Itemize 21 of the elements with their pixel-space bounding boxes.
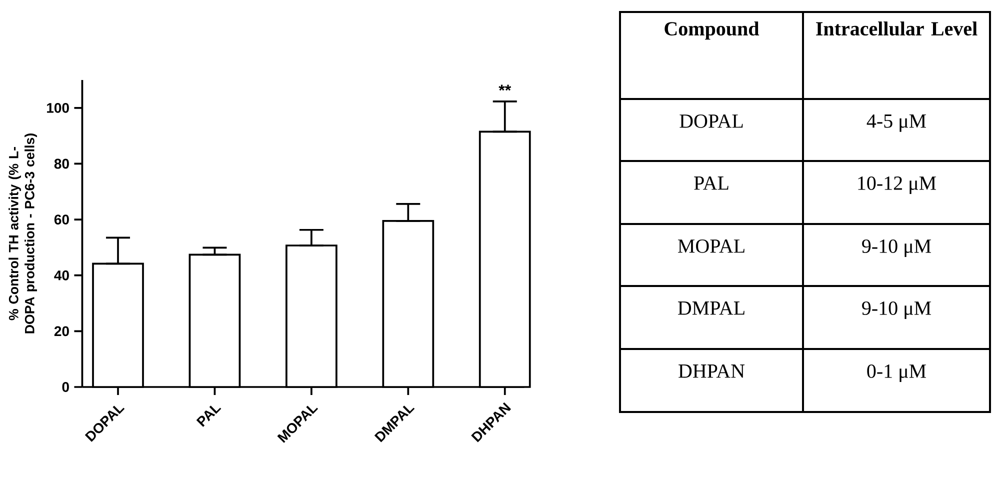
- text: 9-10 μM: [862, 301, 931, 320]
- text: PAL: [694, 176, 728, 190]
- text: 4-5 μM: [866, 114, 926, 132]
- y-axis-title: % Control TH activity (% L-DOPA production - PC6-3 cells): [8, 134, 37, 334]
- text: Intracellular Level: [816, 21, 978, 36]
- text: DOPAL: [680, 114, 743, 128]
- text: 0-1 μM: [867, 364, 926, 382]
- y-tick-label: 0: [62, 382, 69, 392]
- text: Compound: [664, 21, 760, 40]
- text: 9-10 μM: [862, 239, 931, 258]
- text: MOPAL: [678, 239, 744, 253]
- x-tick-label: PAL: [196, 406, 222, 427]
- text: DMPAL: [678, 301, 744, 315]
- y-tick-label: 100: [47, 102, 69, 113]
- text: DHPAN: [678, 364, 745, 378]
- y-tick-label: 20: [54, 326, 69, 336]
- text: 10-12 μM: [858, 176, 936, 194]
- annotation: **: [498, 84, 512, 91]
- y-tick-label: 80: [54, 158, 69, 169]
- y-tick-label: 40: [54, 270, 69, 280]
- y-tick-label: 60: [54, 214, 69, 225]
